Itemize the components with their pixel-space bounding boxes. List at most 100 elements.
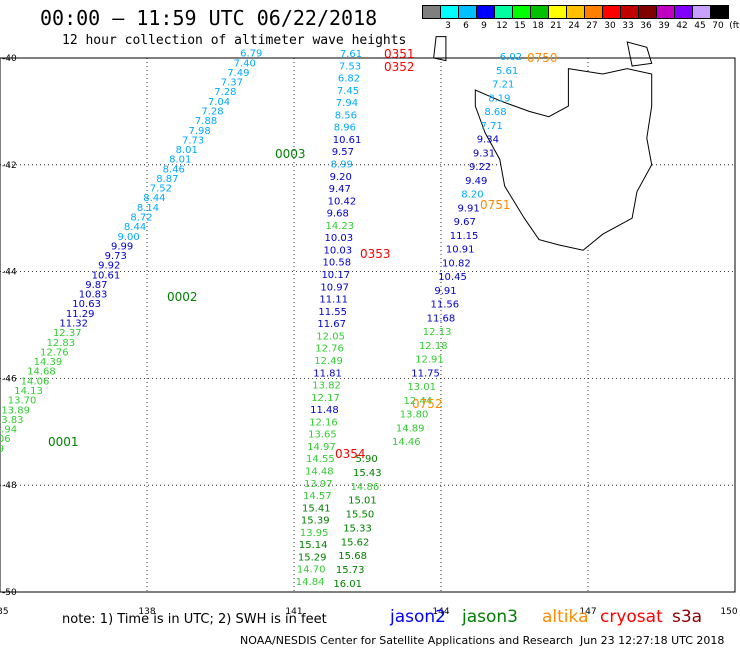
wave-height-label: 10.03 xyxy=(323,245,352,256)
wave-height-label: 15.39 xyxy=(301,516,330,527)
wave-height-label: 14.94 xyxy=(0,425,17,436)
color-scale-tick: 18 xyxy=(532,21,544,31)
wave-height-label: 14.48 xyxy=(305,466,334,477)
wave-height-label: 14.39 xyxy=(34,357,63,368)
color-scale-tick: 3 xyxy=(445,21,451,31)
wave-height-label: 13.95 xyxy=(300,528,329,539)
wave-height-label: 6.82 xyxy=(338,74,360,85)
credit-text: NOAA/NESDIS Center for Satellite Applica… xyxy=(240,634,574,647)
wave-height-label: 7.45 xyxy=(337,86,359,97)
wave-height-label: 11.56 xyxy=(431,300,460,311)
pass-id-label: 0003 xyxy=(275,147,306,161)
wave-height-label: 7.49 xyxy=(227,68,249,79)
wave-height-label: 14.46 xyxy=(392,437,421,448)
wave-height-label: 10.17 xyxy=(321,270,350,281)
wave-height-label: 8.96 xyxy=(334,123,356,134)
wave-height-label: 9.73 xyxy=(105,251,127,262)
wave-height-label: 15.43 xyxy=(353,468,382,479)
color-scale-tick: 36 xyxy=(640,21,652,31)
wave-height-label: 10.61 xyxy=(333,135,362,146)
wave-height-label: 9.99 xyxy=(111,241,133,252)
wave-height-label: 8.99 xyxy=(331,160,353,171)
wave-height-label: 14.97 xyxy=(307,442,336,453)
color-swatch xyxy=(710,5,729,19)
wave-height-label: 7.94 xyxy=(336,98,358,109)
wave-height-label: 11.81 xyxy=(313,368,342,379)
lon-tick-label: 144 xyxy=(432,607,449,617)
legend-cryosat: cryosat xyxy=(600,607,663,627)
wave-height-label: 14.84 xyxy=(296,577,325,588)
wave-height-label: 15.14 xyxy=(299,540,328,551)
pass-id-label: 0750 xyxy=(527,51,558,65)
wave-height-label: 10.42 xyxy=(328,196,357,207)
wave-height-label: 9.34 xyxy=(477,135,499,146)
wave-height-label: 7.73 xyxy=(182,135,204,146)
wave-height-label: 7.71 xyxy=(481,121,503,132)
wave-height-label: 8.44 xyxy=(124,222,146,233)
wave-height-label: 7.98 xyxy=(188,126,210,137)
wave-height-label: 14.68 xyxy=(27,367,56,378)
wave-height-label: 9.00 xyxy=(117,232,139,243)
wave-height-label: 12.16 xyxy=(309,417,338,428)
lat-tick-label: -48 xyxy=(2,481,17,491)
wave-height-label: 9.92 xyxy=(98,261,120,272)
pass-id-label: 0353 xyxy=(360,247,391,261)
wave-height-label: 15.68 xyxy=(338,551,367,562)
wave-height-label: 11.75 xyxy=(411,368,440,379)
wave-height-label: 9.20 xyxy=(330,172,352,183)
color-scale-tick: 70 xyxy=(712,21,724,31)
wave-height-label: 14.06 xyxy=(0,434,11,445)
lat-tick-label: -46 xyxy=(2,374,17,384)
wave-height-label: 7.28 xyxy=(201,106,223,117)
wave-height-label: 8.44 xyxy=(143,193,165,204)
wave-height-label: 15.62 xyxy=(341,537,370,548)
wave-height-label: 11.55 xyxy=(318,307,347,318)
wave-height-label: 15.29 xyxy=(298,552,327,563)
wave-height-label: 14.70 xyxy=(297,565,326,576)
wave-height-label: 9.49 xyxy=(465,176,487,187)
wave-height-label: 14.57 xyxy=(303,491,332,502)
wave-height-label: 12.76 xyxy=(40,347,69,358)
color-scale-tick: 12 xyxy=(496,21,508,31)
wave-height-label: 12.18 xyxy=(419,341,448,352)
wave-height-label: 12.49 xyxy=(314,356,343,367)
wave-height-label: 12.91 xyxy=(415,355,444,366)
wave-height-label: 10.61 xyxy=(92,270,121,281)
page-title: 00:00 – 11:59 UTC 06/22/2018 xyxy=(40,6,378,30)
wave-height-label: 11.67 xyxy=(317,319,346,330)
wave-height-label: 12.76 xyxy=(315,344,344,355)
pass-id-label: 0354 xyxy=(335,447,366,461)
wave-height-label: 8.46 xyxy=(163,164,185,175)
wave-height-label: 7.40 xyxy=(234,58,256,69)
wave-height-label: 5.61 xyxy=(496,66,518,77)
wave-height-label: 9.87 xyxy=(85,280,107,291)
wave-height-label: 14.55 xyxy=(306,454,335,465)
wave-height-label: 8.72 xyxy=(130,213,152,224)
lon-tick-label: 135 xyxy=(0,607,9,617)
wave-height-label: 12.13 xyxy=(423,327,452,338)
wave-height-label: 15.01 xyxy=(348,496,377,507)
wave-height-label: 8.56 xyxy=(335,110,357,121)
color-scale-tick: 30 xyxy=(604,21,616,31)
color-scale-tick: 39 xyxy=(658,21,670,31)
wave-height-label: 13.89 xyxy=(1,405,30,416)
color-scale-tick: 33 xyxy=(622,21,634,31)
wave-height-label: 9.67 xyxy=(454,217,476,228)
wave-height-label: 13.83 xyxy=(0,415,24,426)
color-scale xyxy=(422,5,729,19)
pass-id-label: 0751 xyxy=(480,198,511,212)
wave-height-label: 14.23 xyxy=(326,221,355,232)
wave-height-label: 14.86 xyxy=(351,482,380,493)
color-scale-tick: 24 xyxy=(568,21,580,31)
wave-height-label: 11.29 xyxy=(66,309,95,320)
pass-id-label: 0352 xyxy=(384,60,415,74)
wave-height-label: 7.53 xyxy=(339,61,361,72)
wave-height-label: 9.47 xyxy=(329,184,351,195)
wave-height-label: 13.99 xyxy=(0,444,4,455)
color-scale-tick: 6 xyxy=(463,21,469,31)
wave-height-label: 8.01 xyxy=(176,145,198,156)
color-scale-tick: 45 xyxy=(694,21,706,31)
wave-height-label: 7.88 xyxy=(195,116,217,127)
lat-tick-label: -50 xyxy=(2,588,17,598)
